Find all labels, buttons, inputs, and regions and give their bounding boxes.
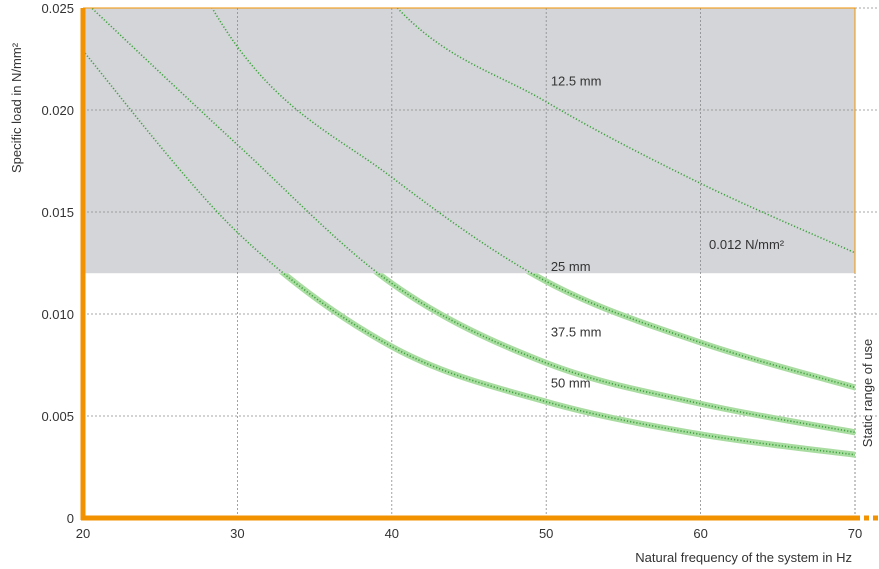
x-tick-label: 50: [539, 526, 553, 541]
shaded-region: [83, 8, 855, 274]
y-tick-label: 0.005: [41, 409, 74, 424]
x-tick-label: 30: [230, 526, 244, 541]
y-tick-label: 0.025: [41, 1, 74, 16]
x-tick-label: 40: [385, 526, 399, 541]
series-line: [83, 50, 855, 456]
static-range-label: Static range of use: [860, 339, 875, 447]
x-tick-label: 20: [76, 526, 90, 541]
y-axis-title: Specific load in N/mm²: [9, 42, 24, 173]
series-3: [83, 50, 855, 458]
curve-label: 37.5 mm: [551, 324, 602, 339]
threshold-label: 0.012 N/mm²: [709, 237, 785, 252]
series-line: [396, 8, 855, 254]
x-axis-title: Natural frequency of the system in Hz: [635, 550, 852, 565]
curves: [83, 8, 855, 458]
curve-label: 25 mm: [551, 259, 591, 274]
series-2: [90, 8, 855, 436]
curve-label: 12.5 mm: [551, 74, 602, 89]
curve-label: 50 mm: [551, 375, 591, 390]
x-tick-label: 70: [848, 526, 862, 541]
y-tick-label: 0.020: [41, 103, 74, 118]
series-0: [396, 8, 855, 254]
y-tick-label: 0.010: [41, 307, 74, 322]
series-line: [90, 8, 855, 434]
series-line: [211, 8, 855, 389]
y-tick-label: 0: [67, 511, 74, 526]
axes: [80, 7, 878, 521]
x-tick-label: 60: [693, 526, 707, 541]
series-band: [525, 273, 855, 391]
curve-labels: 12.5 mm 25 mm 37.5 mm 50 mm: [551, 74, 602, 391]
series-1: [211, 8, 855, 391]
y-tick-label: 0.015: [41, 205, 74, 220]
tick-labels: 20 30 40 50 60 70 0 0.005 0.010 0.015 0.020 0.025: [41, 1, 862, 541]
